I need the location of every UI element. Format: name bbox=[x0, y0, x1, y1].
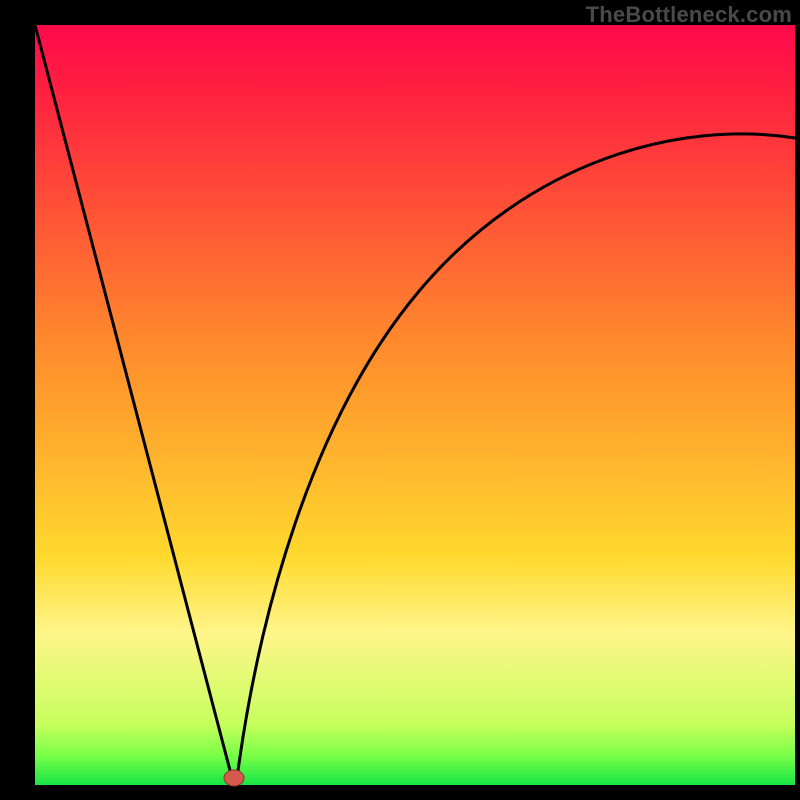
chart-container: TheBottleneck.com bbox=[0, 0, 800, 800]
watermark-text: TheBottleneck.com bbox=[586, 2, 792, 28]
chart-svg bbox=[0, 0, 800, 800]
vertex-marker bbox=[224, 770, 244, 786]
curve-right-branch bbox=[237, 134, 795, 778]
curve-left-branch bbox=[35, 25, 232, 778]
